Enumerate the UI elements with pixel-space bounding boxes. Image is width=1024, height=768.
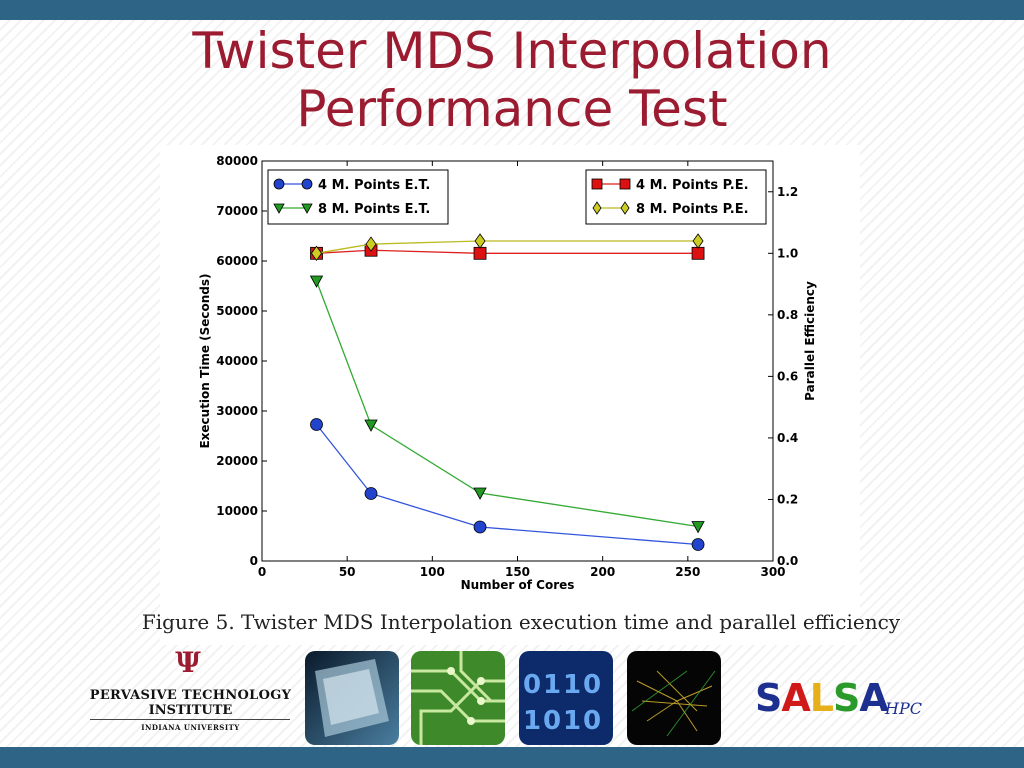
- series-line: [315, 280, 699, 528]
- x-tick-label: 250: [675, 565, 700, 579]
- slide-title-line1: Twister MDS Interpolation: [192, 22, 832, 80]
- data-point: [473, 487, 487, 500]
- data-point: [691, 538, 705, 551]
- y2-tick-label: 1.0: [777, 246, 798, 260]
- institute-name-line2: INSTITUTE: [148, 703, 233, 718]
- top-banner: [0, 0, 1024, 20]
- y-tick-label: 30000: [216, 404, 258, 418]
- data-point: [309, 275, 324, 288]
- salsa-letter: S: [833, 676, 860, 720]
- y-tick-label: 60000: [216, 254, 258, 268]
- screen-thumbnail-image: [305, 651, 399, 745]
- data-point: [474, 233, 486, 249]
- y-tick-label: 80000: [216, 154, 258, 168]
- data-point: [473, 246, 487, 260]
- series-line: [316, 240, 699, 254]
- legend-label: 8 M. Points P.E.: [636, 202, 749, 217]
- x-axis-label: Number of Cores: [461, 578, 575, 592]
- svg-text:1: 1: [543, 670, 561, 700]
- svg-text:0: 0: [583, 706, 601, 736]
- data-point: [365, 236, 377, 252]
- network-map-thumbnail-image: [627, 651, 721, 745]
- svg-text:0: 0: [583, 670, 601, 700]
- iu-trident-logo: Ψ: [175, 646, 201, 679]
- data-point: [364, 487, 378, 500]
- legend-marker: [620, 201, 630, 215]
- x-tick-label: 100: [420, 565, 445, 579]
- legend-marker: [301, 178, 313, 190]
- y-tick-label: 50000: [216, 304, 258, 318]
- series-line: [315, 424, 699, 546]
- data-point: [310, 418, 323, 431]
- y2-tick-label: 0.6: [777, 369, 798, 383]
- slide-title-line2: Performance Test: [296, 80, 728, 138]
- salsa-logo: SALSA: [755, 676, 889, 720]
- y2-tick-label: 0.4: [777, 431, 798, 445]
- y-tick-label: 0: [250, 554, 258, 568]
- svg-text:1: 1: [563, 670, 581, 700]
- svg-text:1: 1: [523, 706, 541, 736]
- salsa-letter: L: [809, 676, 834, 720]
- x-tick-label: 50: [339, 565, 356, 579]
- legend-label: 8 M. Points E.T.: [318, 202, 430, 217]
- x-tick-label: 200: [590, 565, 615, 579]
- data-point: [473, 520, 487, 534]
- slide-title: Twister MDS Interpolation Performance Te…: [0, 22, 1024, 138]
- data-point: [692, 233, 704, 249]
- legend-left: [267, 169, 449, 225]
- salsa-letter: A: [859, 676, 888, 720]
- salsa-letter: A: [781, 676, 810, 720]
- salsa-hpc-label: HPC: [885, 699, 922, 718]
- y-tick-label: 70000: [216, 204, 258, 218]
- svg-text:0: 0: [523, 670, 541, 700]
- y2-tick-label: 1.2: [777, 185, 798, 199]
- y-axis-label: Execution Time (Seconds): [198, 273, 212, 448]
- svg-text:1: 1: [563, 706, 581, 736]
- legend-right: [585, 169, 767, 225]
- y-tick-label: 20000: [216, 454, 258, 468]
- legend-label: 4 M. Points P.E.: [636, 178, 749, 193]
- legend-marker: [592, 201, 602, 215]
- x-tick-label: 0: [258, 565, 266, 579]
- data-point: [364, 419, 378, 432]
- salsa-letter: S: [755, 676, 782, 720]
- y-tick-label: 40000: [216, 354, 258, 368]
- university-name: INDIANA UNIVERSITY: [141, 723, 240, 732]
- svg-text:0: 0: [543, 706, 561, 736]
- data-point: [691, 521, 705, 534]
- y2-tick-label: 0.0: [777, 554, 798, 568]
- bottom-banner: [0, 747, 1024, 768]
- legend-marker: [273, 203, 285, 214]
- y2-tick-label: 0.2: [777, 492, 798, 506]
- legend-marker: [591, 178, 603, 190]
- y-tick-label: 10000: [216, 504, 258, 518]
- x-tick-label: 300: [760, 565, 785, 579]
- legend-marker: [273, 178, 285, 190]
- figure-caption: Figure 5. Twister MDS Interpolation exec…: [141, 610, 901, 634]
- series-line: [316, 249, 699, 254]
- x-tick-label: 150: [505, 565, 530, 579]
- data-point: [311, 245, 322, 261]
- institute-name-line1: PERVASIVE TECHNOLOGY: [89, 688, 292, 703]
- legend-marker: [301, 203, 313, 214]
- legend-marker: [619, 178, 631, 190]
- y2-tick-label: 0.8: [777, 308, 798, 322]
- circuit-board-thumbnail-image: [411, 651, 505, 745]
- legend-label: 4 M. Points E.T.: [318, 178, 430, 193]
- data-point: [691, 246, 705, 260]
- institute-divider: [90, 719, 290, 720]
- y2-axis-label: Parallel Efficiency: [803, 281, 817, 401]
